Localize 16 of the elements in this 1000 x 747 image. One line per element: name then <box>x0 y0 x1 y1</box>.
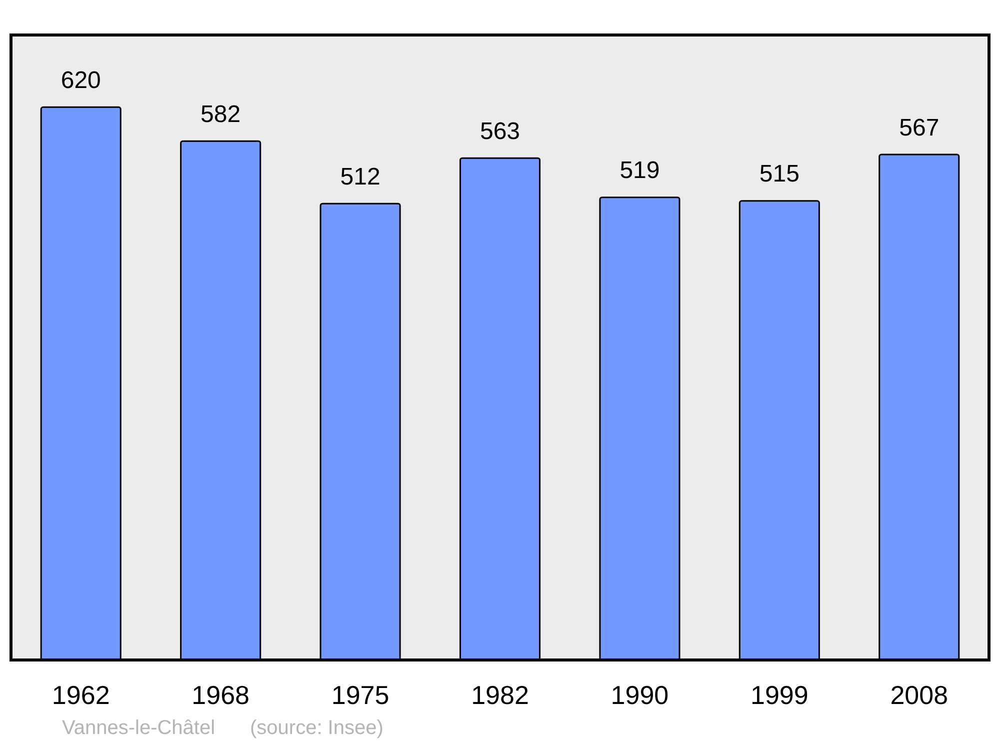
x-tick-label: 1962 <box>52 680 110 710</box>
data-label: 620 <box>60 66 101 94</box>
text: Vannes-le-Châtel <box>62 717 216 739</box>
x-tick-label: 1975 <box>331 680 390 710</box>
text: (source: Insee) <box>250 717 384 739</box>
x-tick-label: 2008 <box>890 680 948 710</box>
data-label: 515 <box>759 160 800 188</box>
x-tick-label: 1999 <box>750 680 808 710</box>
x-tick-label: 1982 <box>471 680 529 710</box>
x-tick-label: 1968 <box>192 680 250 710</box>
data-label: 563 <box>480 118 520 145</box>
data-label: 582 <box>200 100 241 128</box>
x-tick-label: 1990 <box>610 680 669 710</box>
data-label: 512 <box>340 163 380 190</box>
data-label: 567 <box>899 114 940 142</box>
data-label: 519 <box>620 157 660 184</box>
